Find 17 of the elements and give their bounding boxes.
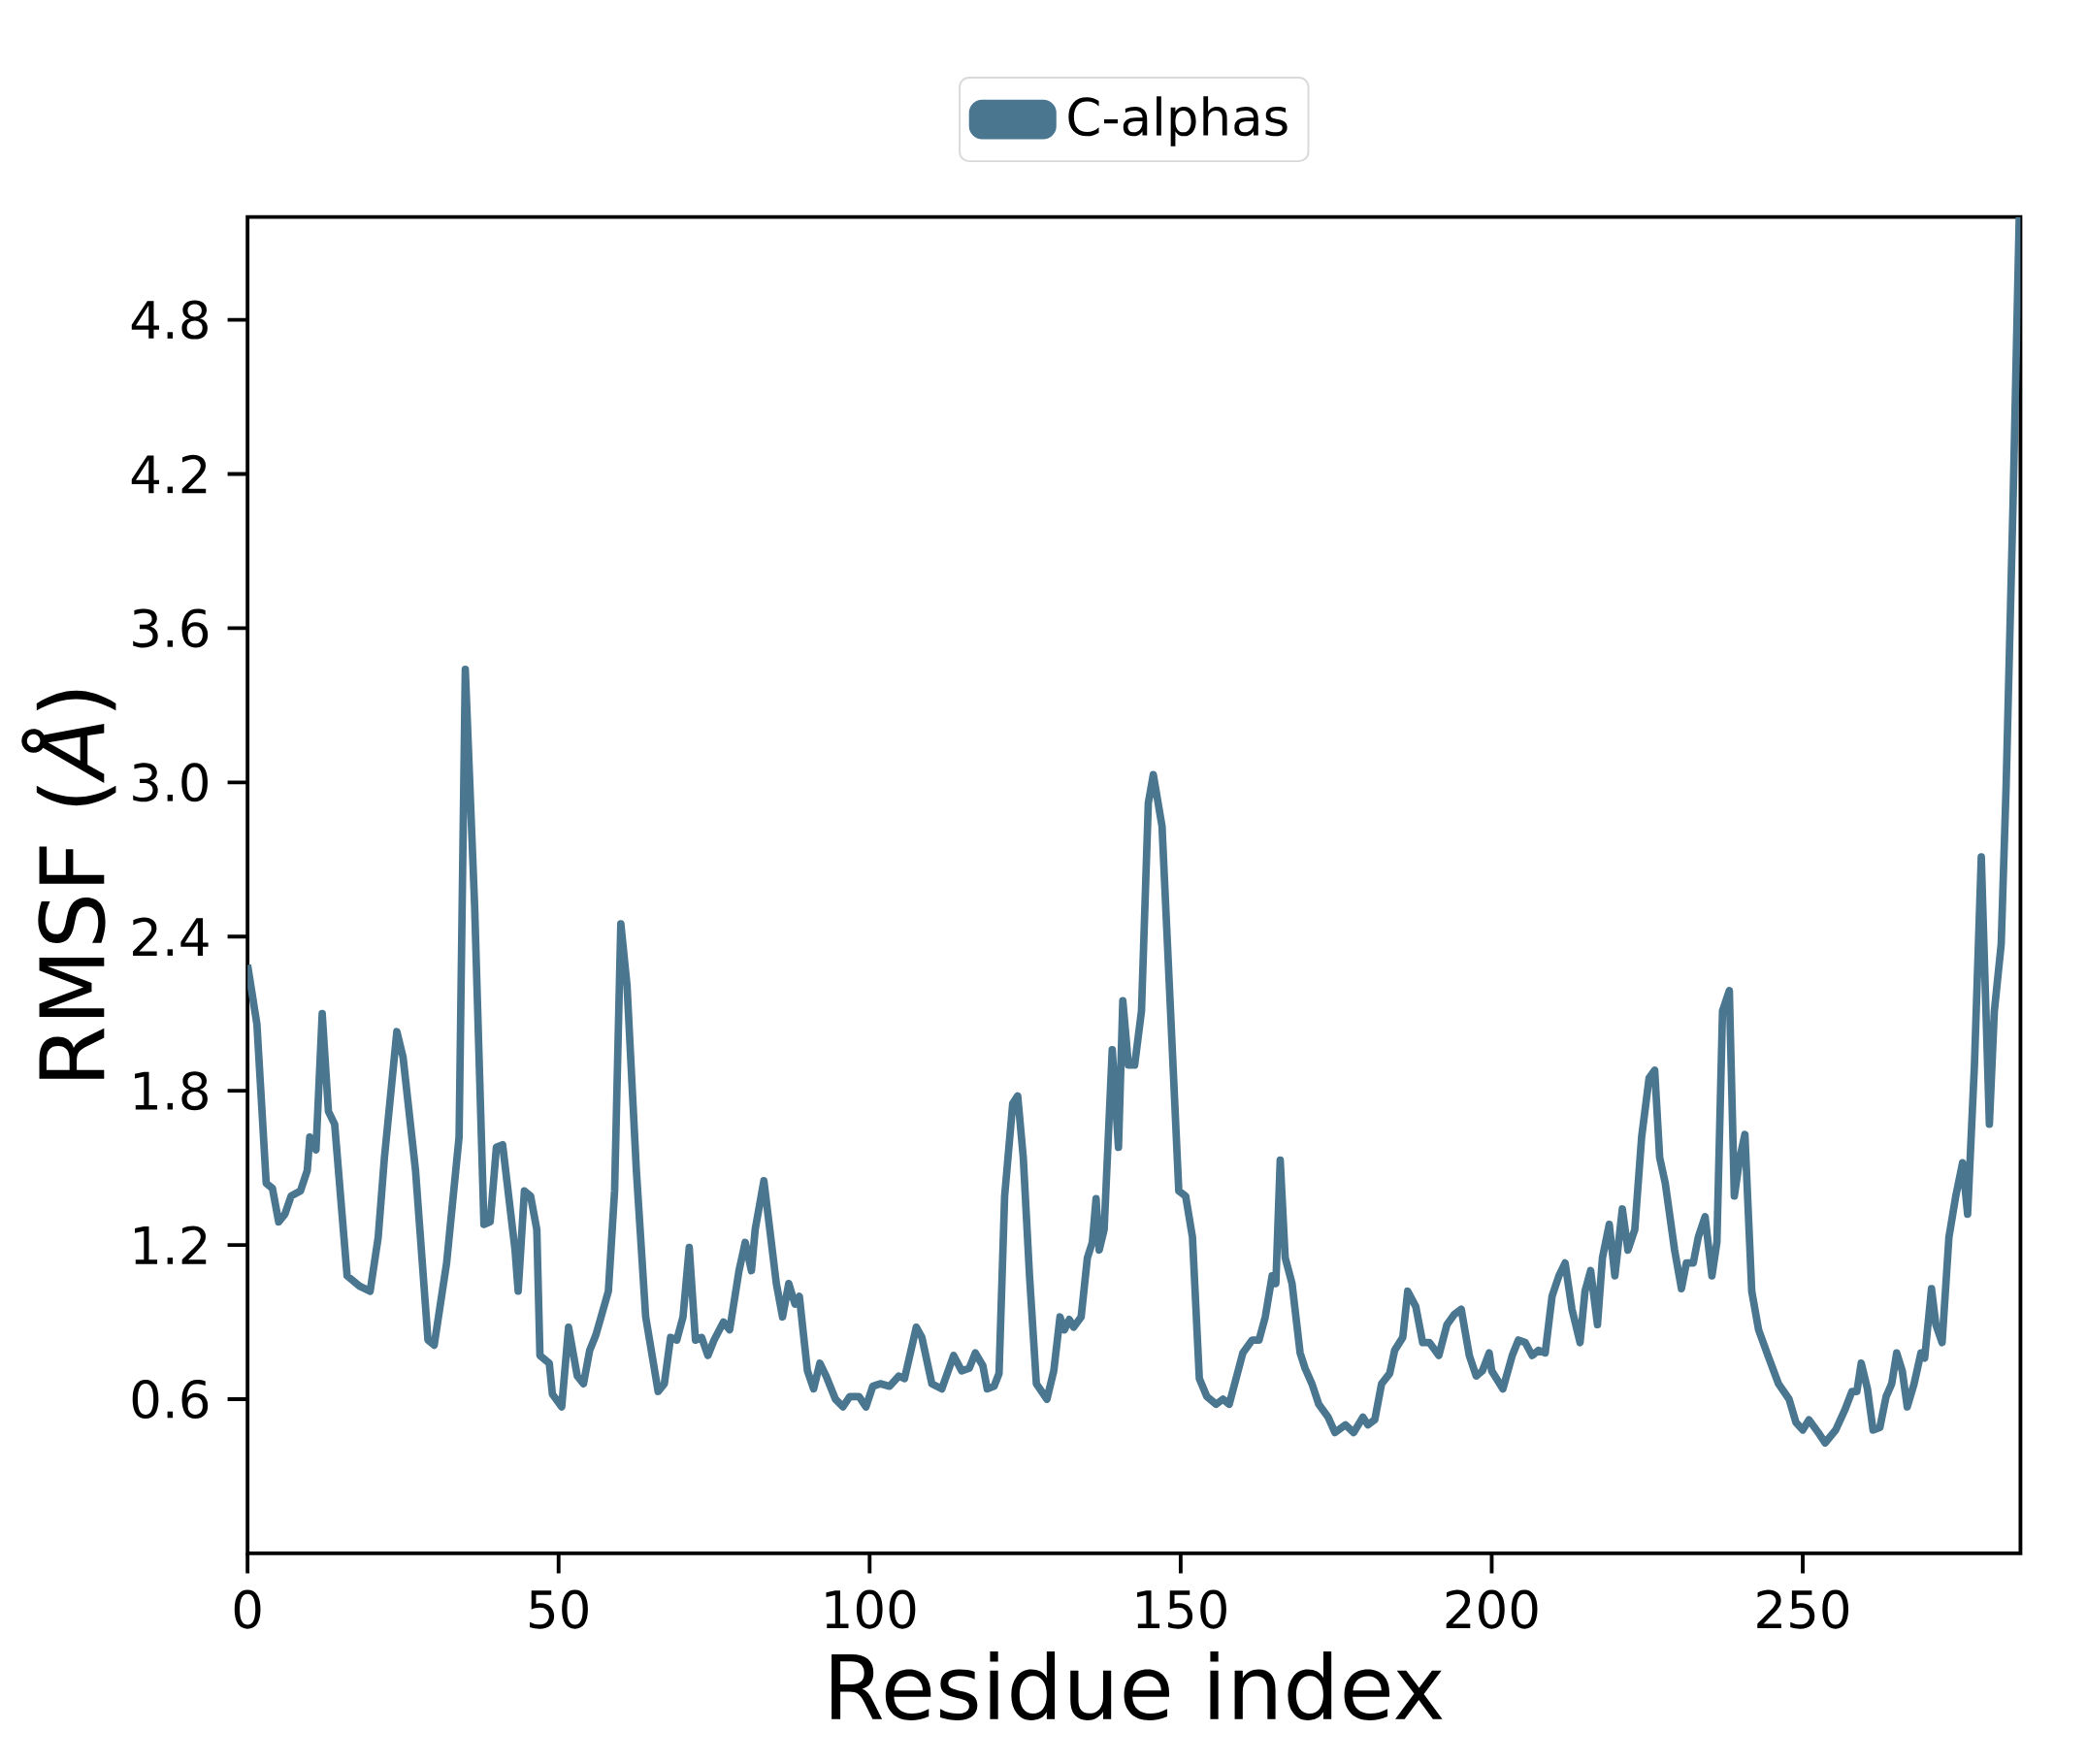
y-tick-label: 3.6: [133, 608, 209, 648]
x-tick-label: 150: [1137, 1589, 1226, 1629]
y-tick-label: 1.2: [135, 1225, 207, 1264]
x-tick-label: 0: [234, 1589, 261, 1629]
y-tick-label: 2.4: [133, 917, 209, 957]
x-tick-label: 50: [530, 1589, 588, 1629]
y-tick-label: 0.6: [132, 1380, 209, 1420]
x-tick-label: 200: [1446, 1589, 1538, 1629]
x-axis-title: Residue index: [832, 1651, 1443, 1721]
y-tick-label: 1.8: [135, 1071, 208, 1111]
x-tick-label: 250: [1757, 1589, 1849, 1629]
y-tick-label: 3.0: [133, 763, 208, 802]
x-tick-label: 100: [826, 1589, 916, 1629]
y-tick-label: 4.8: [131, 300, 208, 340]
y-axis-title: RMSF (Å): [21, 690, 116, 1079]
y-tick-label: 4.2: [131, 455, 207, 494]
legend-label: C-alphas: [1068, 96, 1288, 147]
